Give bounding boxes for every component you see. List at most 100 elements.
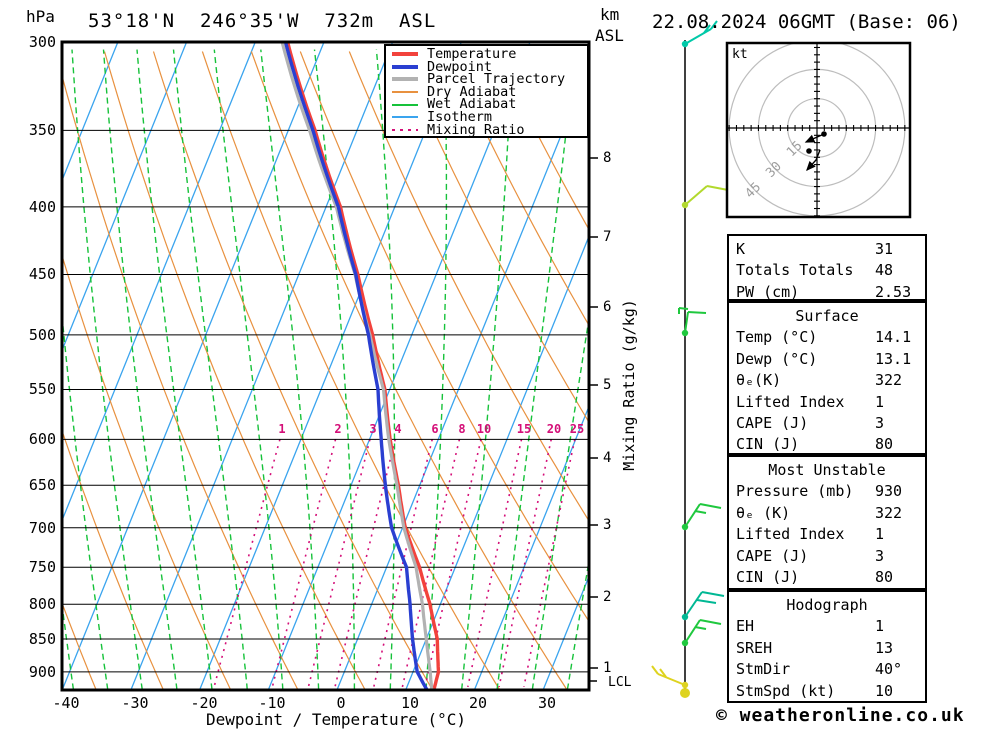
dry-adiabat-line: [397, 51, 589, 424]
wind-barb-dot: [681, 329, 689, 337]
indices-table: Most Unstable Pressure (mb) 930 θₑ (K) 322 Li…: [727, 455, 927, 590]
legend-item: Parcel Trajectory: [392, 73, 587, 86]
mixing-ratio-line: [523, 439, 576, 688]
wet-adiabat-line: [0, 50, 39, 690]
table-row-label: CAPE (J): [736, 414, 809, 433]
mixing-ratio-label: 20: [546, 422, 562, 436]
hodograph-trace: [804, 133, 825, 143]
isotherm-line: [336, 64, 589, 690]
hodograph-unit-label: kt: [732, 47, 748, 62]
temp-tick-label: 20: [468, 694, 488, 712]
table-row-label: θₑ (K): [736, 503, 791, 522]
mixing-ratio-line: [467, 439, 523, 688]
table-row-value: 1: [875, 525, 885, 544]
wind-barb-stroke: [684, 591, 703, 618]
legend-item: Wet Adiabat: [392, 98, 587, 111]
wind-barb-stroke: [678, 307, 689, 310]
wind-barb-stroke: [699, 619, 722, 625]
isotherm-line: [62, 42, 256, 523]
table-row-label: Lifted Index: [736, 392, 845, 411]
mixing-ratio-label: 8: [458, 422, 466, 436]
altitude-unit-asl-label: ASL: [595, 26, 624, 45]
legend-label: Isotherm: [427, 108, 493, 125]
mixing-ratio-label: 25: [569, 422, 585, 436]
temp-tick-label: -40: [52, 694, 80, 712]
isotherm-line: [0, 42, 49, 690]
wind-barb-column: [651, 20, 729, 698]
wind-barb-dot: [681, 681, 689, 689]
pressure-tick-label: 800: [28, 595, 56, 613]
temp-tick-label: -30: [121, 694, 149, 712]
wind-barb-stroke: [684, 185, 708, 206]
wind-barb-stroke: [684, 619, 701, 644]
table-row-label: Totals Totals: [736, 261, 854, 280]
legend-item: Dewpoint: [392, 60, 587, 74]
km-tick-label: 8: [603, 150, 612, 166]
km-tick-label: 5: [603, 377, 612, 393]
dry-adiabat-line: [446, 51, 589, 327]
mixing-ratio-line: [401, 439, 461, 688]
wind-barb-stroke: [701, 591, 725, 597]
plot-frame: [60, 40, 591, 692]
wind-barb: [681, 591, 725, 621]
wet-adiabat-line: [496, 49, 577, 690]
table-row: SREH 13: [729, 638, 925, 659]
wet-adiabat-line: [425, 49, 448, 690]
wind-barb: [681, 503, 722, 531]
temp-tick-label: -20: [190, 694, 218, 712]
mixing-ratio-label: 15: [516, 422, 532, 436]
wind-barb-dot: [681, 613, 689, 621]
table-row: Pressure (mb) 930: [729, 481, 925, 502]
isotherm-line: [473, 404, 589, 690]
table-row-label: Temp (°C): [736, 328, 818, 347]
pressure-tick-label: 650: [28, 476, 56, 494]
table-row-label: Dewp (°C): [736, 349, 818, 368]
hodograph-trace: [806, 149, 821, 172]
wet-adiabat-line: [375, 49, 396, 690]
dry-adiabat-line: [62, 601, 97, 690]
table-row: EH 1: [729, 616, 925, 637]
table-section-header: Most Unstable: [768, 461, 886, 479]
table-row-value: 10: [875, 681, 894, 700]
altitude-unit-km-label: km: [600, 5, 620, 24]
temp-tick-label: 0: [336, 694, 346, 712]
table-row-value: 31: [875, 240, 894, 258]
wind-barb-stroke: [684, 311, 689, 334]
temp-tick-label: 30: [537, 694, 557, 712]
isotherm-line: [62, 42, 188, 353]
surface-wind-dot: [680, 688, 690, 698]
table-row-value: 40°: [875, 660, 903, 679]
mixing-ratio-line: [373, 439, 433, 688]
legend-item: Dry Adiabat: [392, 85, 587, 99]
pressure-tick-label: 400: [28, 198, 56, 216]
table-row-label: K: [736, 240, 746, 258]
wind-barb-stroke: [684, 503, 701, 528]
pressure-tick-label: 500: [28, 326, 56, 344]
mixing-ratio-label: 10: [476, 422, 492, 436]
legend-item: Temperature: [392, 47, 587, 61]
pressure-tick-label: 550: [28, 380, 56, 398]
table-row-value: 80: [875, 435, 894, 454]
wind-barb-stroke: [710, 20, 718, 30]
table-row: K 31: [729, 239, 925, 260]
table-row-value: 3: [875, 414, 885, 433]
table-row: CAPE (J) 3: [729, 546, 925, 567]
wet-adiabat-line: [71, 49, 143, 690]
indices-table: K 31 Totals Totals 48 PW (cm) 2.53: [727, 234, 927, 301]
legend-line-sample: [392, 91, 418, 94]
pressure-tick-label: 750: [28, 558, 56, 576]
hodograph-trace-dot: [821, 131, 827, 137]
legend-item: Mixing Ratio: [392, 123, 587, 137]
table-row-value: 2.53: [875, 282, 912, 301]
table-row-label: PW (cm): [736, 282, 800, 301]
wet-adiabat-line: [313, 49, 356, 690]
table-row: Dewp (°C) 13.1: [729, 349, 925, 370]
wind-barb: [681, 20, 718, 48]
wind-barb-dot: [681, 523, 689, 531]
table-row-value: 3: [875, 546, 885, 565]
table-row-value: 322: [875, 371, 903, 390]
wind-barb-stroke: [657, 673, 686, 686]
table-row-value: 14.1: [875, 328, 912, 347]
km-tick-label: 4: [603, 450, 612, 466]
